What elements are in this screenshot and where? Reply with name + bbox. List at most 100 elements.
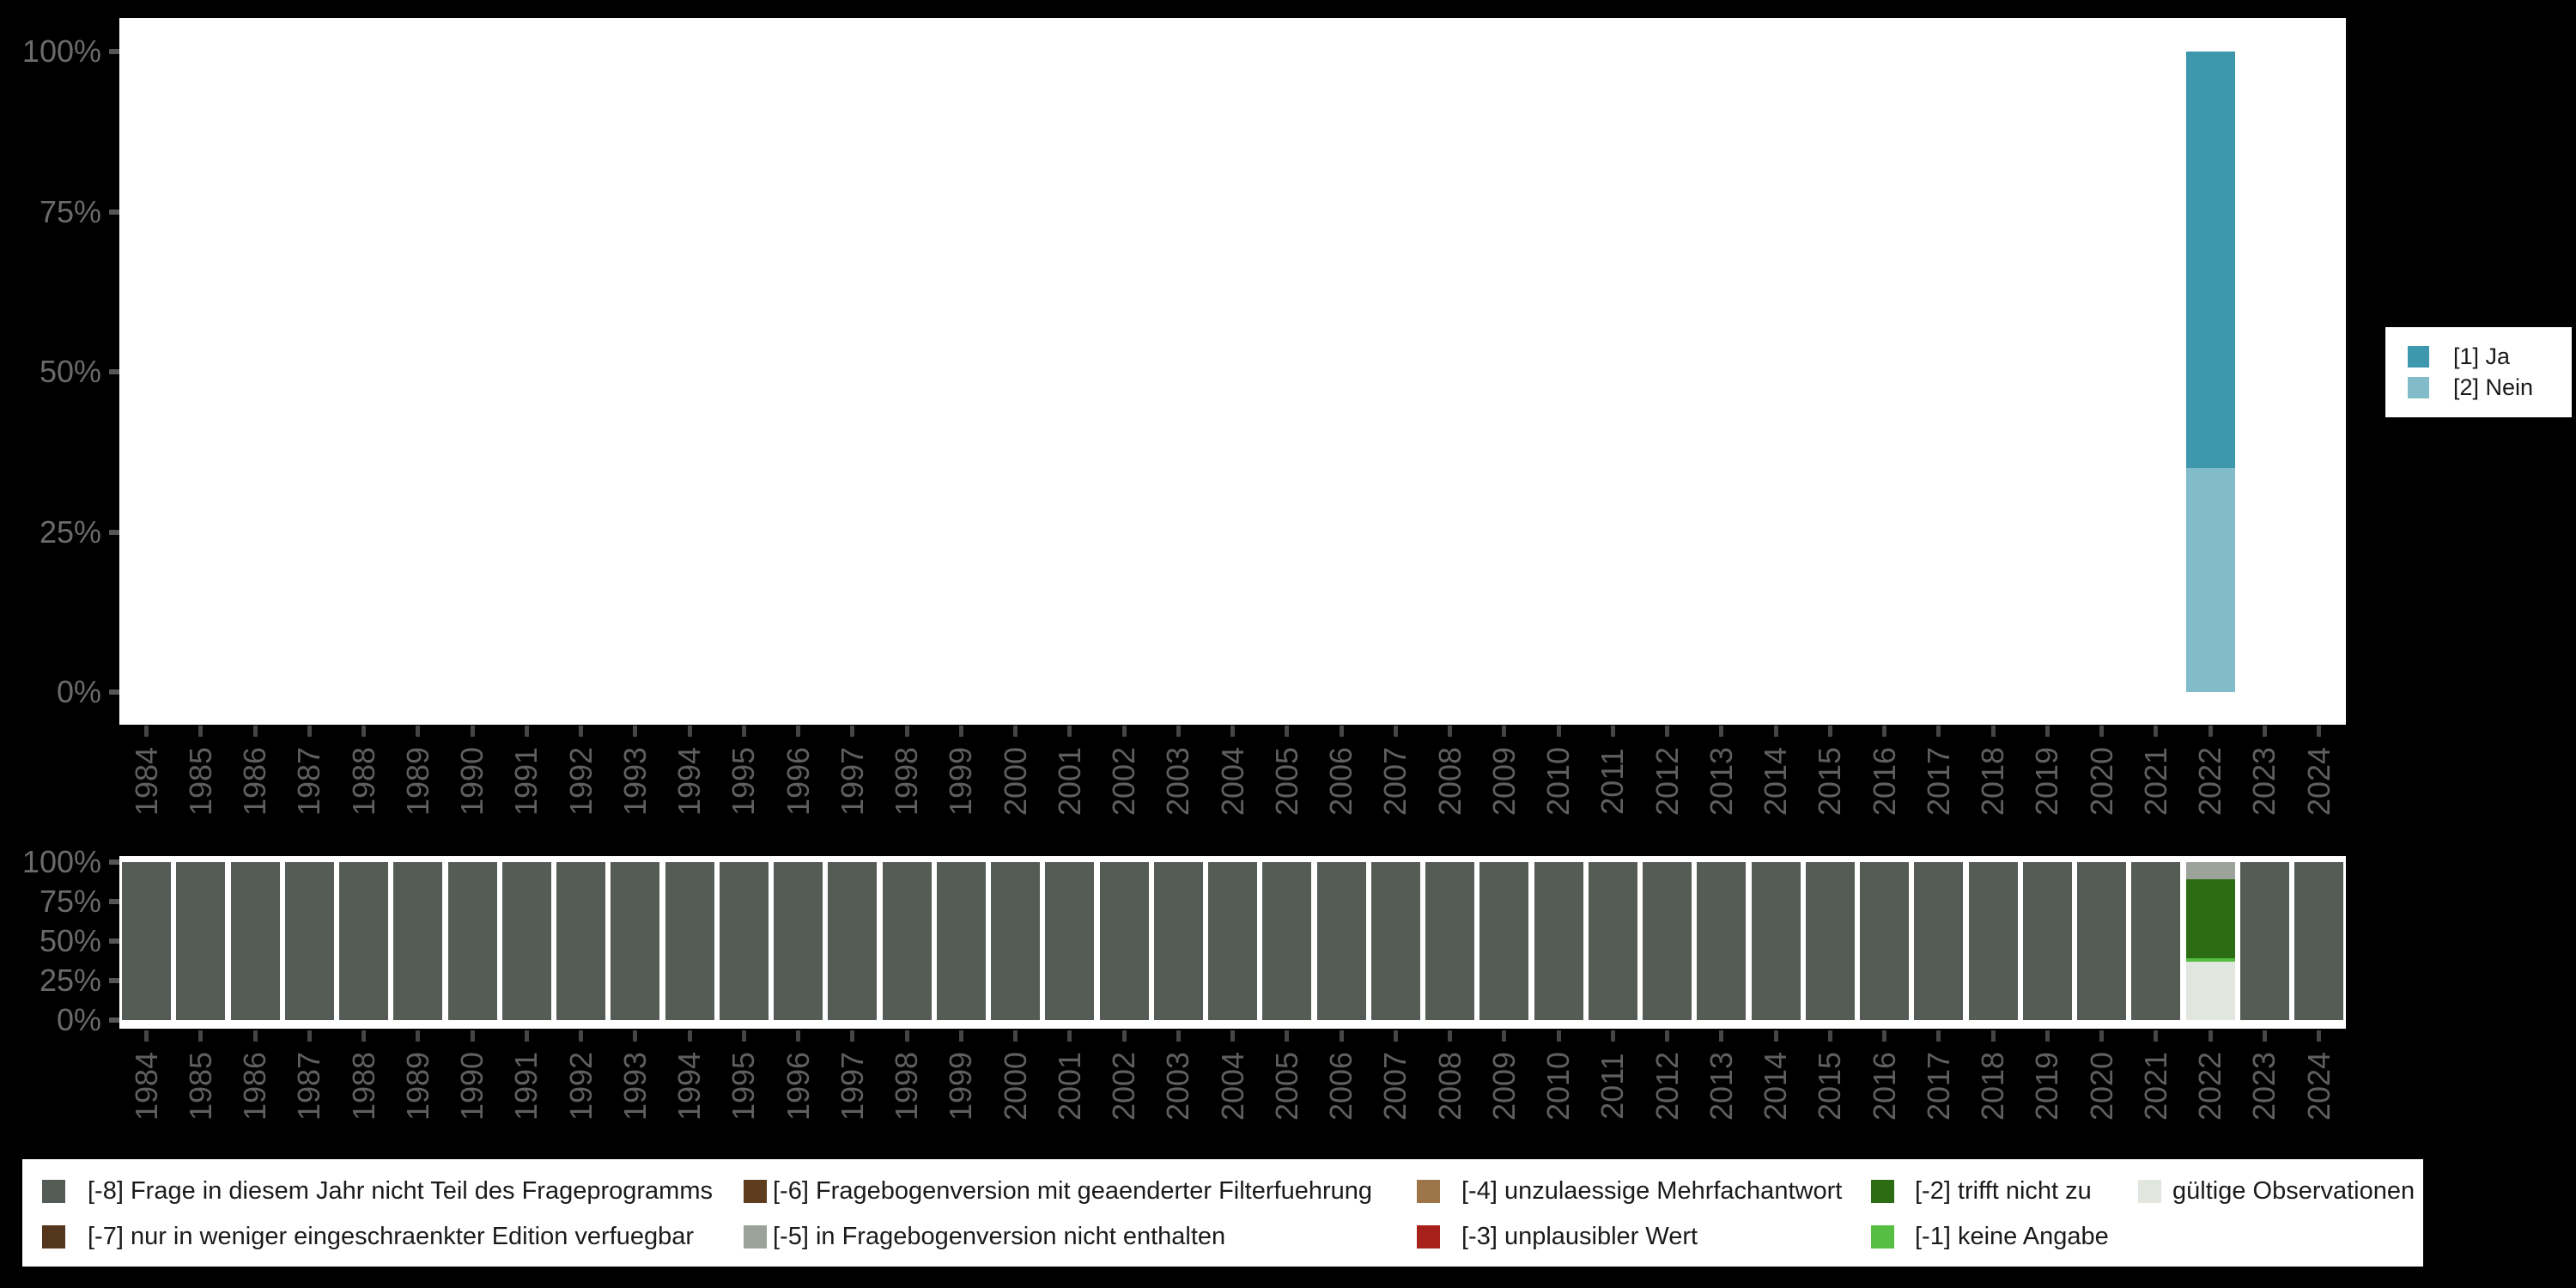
bar-slot-2015	[1803, 862, 1857, 1020]
x-axis-tick-2006	[1339, 726, 1344, 737]
x-axis-label-1988: 1988	[345, 1051, 381, 1121]
x-axis-label-1989: 1989	[399, 1051, 435, 1121]
x-axis-tick-1992	[579, 726, 584, 737]
bar-2003-segment-m8	[1153, 862, 1203, 1020]
x-axis-label-1996: 1996	[780, 1051, 816, 1121]
x-axis-label-1989: 1989	[399, 746, 435, 817]
x-label-slot: 2011	[1586, 737, 1640, 826]
x-label-slot: 1991	[500, 1042, 554, 1131]
missings-legend-label-m1: [-1] keine Angabe	[1915, 1223, 2109, 1250]
bar-slot-2020	[2075, 862, 2129, 1020]
x-label-slot: 2023	[2238, 737, 2292, 826]
x-axis-label-1984: 1984	[128, 746, 164, 817]
x-axis-label-2007: 2007	[1377, 1051, 1413, 1121]
x-axis-tick-2001	[1067, 1030, 1072, 1042]
x-axis-label-1984: 1984	[128, 1051, 164, 1121]
x-axis-tick-2017	[1936, 1030, 1941, 1042]
x-tick-slot	[1803, 1030, 1857, 1042]
missings-legend-swatch-m4	[1417, 1180, 1440, 1203]
bar-1984	[122, 862, 172, 1020]
x-axis-tick-1996	[796, 726, 801, 737]
bar-slot-2021	[2129, 862, 2183, 1020]
x-axis-tick-2019	[2044, 726, 2050, 737]
bar-slot-2023	[2238, 862, 2292, 1020]
x-axis-labels: 1984 1985 1986 1987 1988 1989 1990 1991 1992 1993…	[119, 737, 2346, 826]
x-axis-label-2005: 2005	[1268, 746, 1304, 817]
x-label-slot: 2009	[1477, 737, 1531, 826]
bar-2015	[1805, 862, 1855, 1020]
x-tick-slot	[2292, 1030, 2346, 1042]
x-axis-tick-1990	[470, 1030, 475, 1042]
x-axis-tick-2003	[1176, 726, 1181, 737]
x-label-slot: 1991	[500, 737, 554, 826]
bar-2001	[1045, 862, 1095, 1020]
x-tick-slot	[1477, 1030, 1531, 1042]
missings-legend-swatch-m7	[42, 1225, 65, 1249]
bar-slot-2008	[1423, 862, 1477, 1020]
x-tick-slot	[119, 1030, 173, 1042]
x-label-slot: 2012	[1640, 1042, 1694, 1131]
x-label-slot: 2021	[2129, 737, 2183, 826]
bar-1989-segment-m8	[393, 862, 443, 1020]
x-label-slot: 2009	[1477, 1042, 1531, 1131]
x-tick-slot	[1749, 1030, 1803, 1042]
bar-slot-1985	[173, 52, 228, 692]
x-tick-slot	[1803, 726, 1857, 738]
x-axis-tick-2020	[2099, 726, 2105, 737]
x-axis-tick-1996	[796, 1030, 801, 1042]
x-axis-tick-2004	[1230, 1030, 1236, 1042]
x-label-slot: 2023	[2238, 1042, 2292, 1131]
x-label-slot: 2005	[1260, 1042, 1314, 1131]
x-axis-tick-1987	[307, 1030, 312, 1042]
x-axis-tick-2012	[1665, 726, 1670, 737]
bar-slot-2022	[2184, 52, 2238, 692]
x-axis-tick-2016	[1882, 726, 1887, 737]
bar-slot-2003	[1151, 862, 1206, 1020]
bar-slot-1988	[337, 52, 391, 692]
bar-1999-segment-m8	[936, 862, 986, 1020]
bar-slot-1993	[608, 862, 662, 1020]
x-label-slot: 1998	[880, 737, 934, 826]
bar-1999	[936, 862, 986, 1020]
bar-slot-1990	[446, 862, 500, 1020]
bar-slot-1994	[663, 52, 717, 692]
x-axis-tick-1991	[524, 1030, 529, 1042]
bar-2012	[1643, 862, 1692, 1020]
x-label-slot: 2019	[2020, 1042, 2075, 1131]
x-axis-label-1993: 1993	[617, 1051, 653, 1121]
x-axis-label-2023: 2023	[2246, 1051, 2282, 1121]
bar-1994-segment-m8	[665, 862, 714, 1020]
x-axis-tick-1995	[741, 1030, 746, 1042]
bar-slot-2018	[1966, 862, 2020, 1020]
bar-2005	[1262, 862, 1312, 1020]
bar-slot-2001	[1042, 862, 1097, 1020]
x-label-slot: 1997	[825, 1042, 879, 1131]
x-label-slot: 2011	[1586, 1042, 1640, 1131]
bar-2006-segment-m8	[1316, 862, 1366, 1020]
y-axis-tick	[109, 529, 119, 535]
x-label-slot: 1996	[771, 737, 825, 826]
x-tick-slot	[228, 1030, 283, 1042]
x-tick-slot	[663, 1030, 717, 1042]
x-axis-label-1992: 1992	[562, 1051, 598, 1121]
bar-1993-segment-m8	[611, 862, 660, 1020]
x-label-slot: 1997	[825, 737, 879, 826]
x-axis-label-1991: 1991	[508, 1051, 544, 1121]
x-tick-slot	[1857, 1030, 1911, 1042]
y-axis-label: 50%	[39, 923, 101, 958]
bar-2004-segment-m8	[1208, 862, 1258, 1020]
x-axis-tick-2010	[1556, 1030, 1561, 1042]
x-tick-slot	[1423, 726, 1477, 738]
x-tick-slot	[988, 726, 1042, 738]
bar-1995-segment-m8	[719, 862, 769, 1020]
missings-chart-plot-area	[119, 856, 2346, 1029]
x-axis-label-2013: 2013	[1703, 746, 1739, 817]
x-axis-tick-1994	[687, 1030, 692, 1042]
missings-legend-swatch-valid	[2138, 1180, 2161, 1203]
bar-slot-1987	[283, 862, 337, 1020]
x-label-slot: 1995	[717, 1042, 771, 1131]
x-tick-slot	[173, 1030, 228, 1042]
x-axis-label-2016: 2016	[1866, 1051, 1902, 1121]
missings-legend-label-m7: [-7] nur in weniger eingeschraenkter Edi…	[88, 1223, 695, 1250]
bar-slot-1987	[283, 52, 337, 692]
